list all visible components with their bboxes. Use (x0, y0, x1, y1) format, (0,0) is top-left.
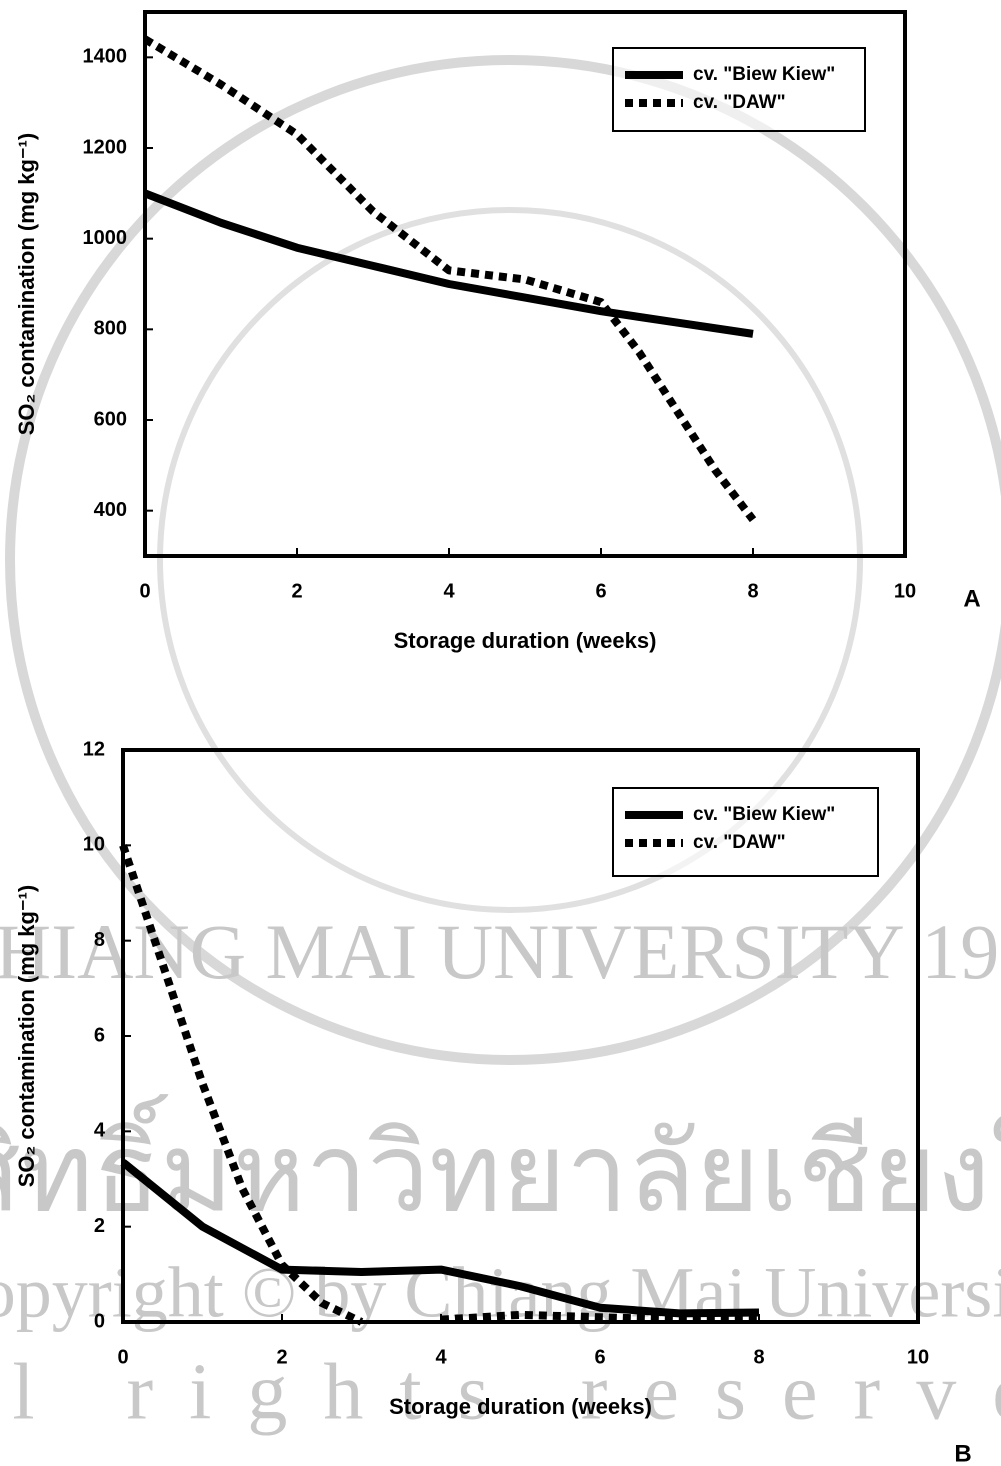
y-tick-label: 8 (94, 929, 105, 951)
x-tick-label: 10 (894, 580, 916, 602)
x-tick-label: 4 (443, 580, 455, 602)
legend-label: cv. "DAW" (693, 832, 786, 853)
y-tick-label: 1200 (83, 136, 128, 158)
x-tick-label: 2 (276, 1346, 287, 1368)
y-tick-label: 12 (83, 738, 105, 760)
watermark-seal: CHIANG MAI UNIVERSITY 1964 (0, 908, 1001, 995)
y-axis-title: SO₂ contamination (mg kg⁻¹) (14, 885, 39, 1188)
y-tick-label: 1000 (83, 227, 128, 249)
y-tick-label: 6 (94, 1024, 105, 1046)
y-tick-label: 4 (94, 1120, 106, 1142)
legend-box (613, 48, 865, 131)
y-tick-label: 400 (94, 499, 127, 521)
y-tick-label: 2 (94, 1215, 105, 1237)
page: CHIANG MAI UNIVERSITY 1964 ลิขสิทธิ์มหาว… (0, 0, 1001, 1466)
legend-label: cv. "Biew Kiew" (693, 804, 835, 825)
x-tick-label: 0 (139, 580, 150, 602)
y-tick-label: 600 (94, 408, 127, 430)
watermark-rights: All rights reserved (0, 1348, 1001, 1436)
y-tick-label: 10 (83, 834, 105, 856)
panel-label: B (954, 1440, 971, 1466)
legend-label: cv. "DAW" (693, 92, 786, 113)
x-tick-label: 10 (907, 1346, 929, 1368)
x-tick-label: 6 (594, 1346, 605, 1368)
x-tick-label: 8 (753, 1346, 764, 1368)
legend-label: cv. "Biew Kiew" (693, 64, 835, 85)
x-tick-label: 0 (117, 1346, 128, 1368)
x-tick-label: 8 (747, 580, 758, 602)
y-tick-label: 800 (94, 318, 127, 340)
x-tick-label: 2 (291, 580, 302, 602)
x-tick-label: 4 (435, 1346, 447, 1368)
panel-label: A (963, 585, 980, 612)
x-axis-title: Storage duration (weeks) (394, 628, 657, 653)
watermark-thai: ลิขสิทธิ์มหาวิทยาลัยเชียงใหม่ (0, 1093, 1001, 1234)
x-tick-label: 6 (595, 580, 606, 602)
y-tick-label: 0 (94, 1310, 105, 1332)
y-axis-title: SO₂ contamination (mg kg⁻¹) (14, 133, 39, 436)
y-tick-label: 1400 (83, 46, 128, 68)
x-axis-title: Storage duration (weeks) (389, 1394, 652, 1419)
